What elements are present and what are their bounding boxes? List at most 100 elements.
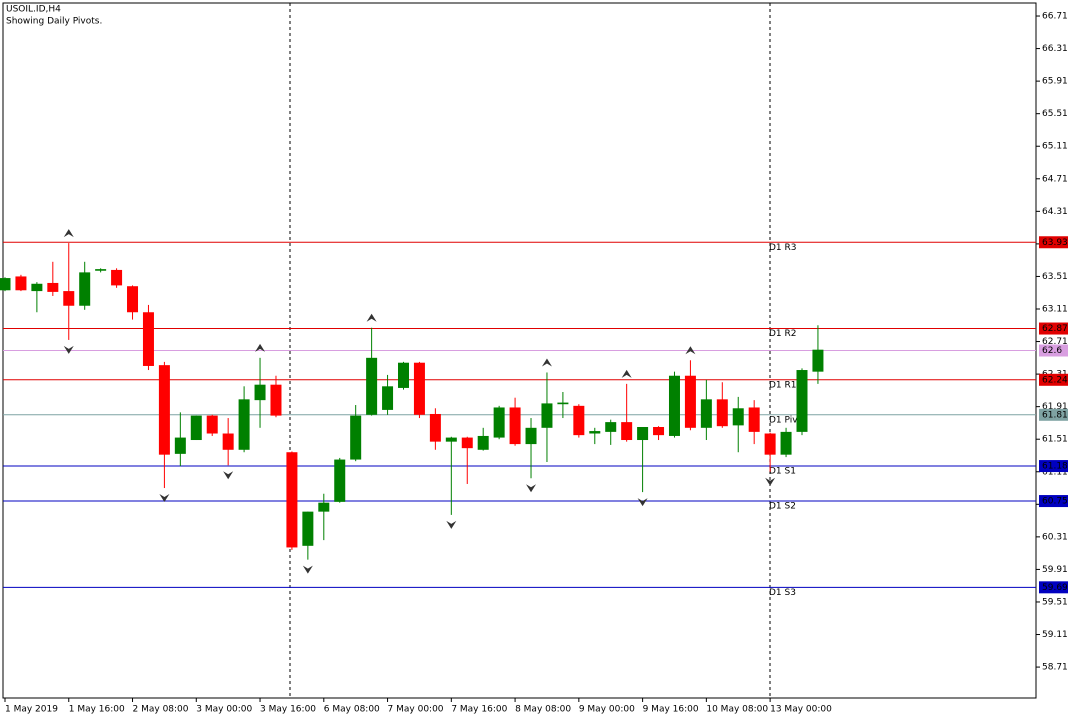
- fractal-up: [366, 313, 377, 322]
- x-tick-label: 8 May 08:00: [515, 705, 571, 715]
- y-tick-label: 66.71: [1042, 12, 1068, 22]
- candle-body: [461, 437, 473, 449]
- x-tick-label: 1 May 2019: [5, 705, 58, 715]
- y-tick-label: 65.91: [1042, 77, 1068, 87]
- candle-body: [79, 272, 91, 306]
- candle-body: [270, 384, 282, 416]
- candle-body: [716, 399, 728, 427]
- x-tick-label: 9 May 00:00: [579, 705, 635, 715]
- level-price: 61.81: [1042, 410, 1068, 420]
- level-price-box: [1039, 460, 1068, 473]
- level-price-box: [1039, 344, 1068, 357]
- pivot-name: D1 S1: [769, 467, 796, 477]
- candle-body: [589, 431, 601, 434]
- x-tick-label: 13 May 00:00: [770, 705, 832, 715]
- pivot-name: D1 R1: [769, 380, 797, 390]
- level-price-box: [1039, 581, 1068, 594]
- level-price-box: [1039, 322, 1068, 335]
- level-price: 62.6: [1042, 346, 1062, 356]
- fractal-up: [685, 346, 696, 355]
- candle-body: [637, 426, 649, 441]
- candle-body: [541, 403, 553, 428]
- level-price-box: [1039, 236, 1068, 249]
- x-tick-label: 3 May 00:00: [196, 705, 252, 715]
- candle-body: [366, 357, 378, 415]
- y-tick-label: 66.31: [1042, 44, 1068, 54]
- y-tick-label: 58.71: [1042, 663, 1068, 673]
- x-tick-label: 10 May 08:00: [706, 705, 768, 715]
- candle-body: [302, 511, 314, 546]
- candle-body: [350, 415, 362, 460]
- level-price-box: [1039, 495, 1068, 508]
- candle-body: [413, 362, 425, 415]
- candle-body: [621, 422, 633, 441]
- y-tick-label: 59.91: [1042, 565, 1068, 575]
- chart-title: USOIL.ID,H4: [6, 5, 61, 15]
- level-price-box: [1039, 373, 1068, 386]
- pivot-name: D1 S3: [769, 588, 796, 598]
- level-price: 59.69: [1042, 583, 1068, 593]
- candle-body: [764, 433, 776, 455]
- level-price: 62.24: [1042, 375, 1068, 385]
- candle-body: [190, 415, 202, 441]
- y-tick-label: 59.51: [1042, 597, 1068, 607]
- candle-body: [653, 426, 665, 436]
- candle-body: [158, 365, 170, 455]
- y-tick-label: 65.51: [1042, 109, 1068, 119]
- pivot-name: D1 R3: [769, 243, 797, 253]
- candle-body: [0, 278, 11, 291]
- candle-body: [286, 452, 298, 548]
- candle-body: [429, 413, 441, 442]
- candle-body: [142, 312, 154, 366]
- x-tick-label: 2 May 08:00: [133, 705, 189, 715]
- candle-body: [557, 402, 569, 405]
- level-price: 63.93: [1042, 238, 1068, 248]
- fractal-up: [621, 369, 632, 378]
- candle-body: [684, 375, 696, 428]
- x-tick-label: 7 May 00:00: [388, 705, 444, 715]
- candle-body: [748, 407, 760, 432]
- pivot-name: D1 S2: [769, 502, 796, 512]
- level-price: 60.75: [1042, 497, 1068, 507]
- y-tick-label: 63.51: [1042, 272, 1068, 282]
- candle-body: [206, 415, 218, 434]
- fractal-up: [255, 343, 266, 352]
- y-tick-label: 64.71: [1042, 174, 1068, 184]
- fractal-up: [63, 229, 74, 238]
- y-tick-label: 63.11: [1042, 304, 1068, 314]
- fractal-down: [765, 477, 776, 486]
- candle-body: [605, 422, 617, 432]
- candle-body: [732, 408, 744, 426]
- candle-body: [573, 405, 585, 436]
- y-tick-label: 60.31: [1042, 532, 1068, 542]
- candle-body: [238, 399, 250, 450]
- candle-body: [525, 427, 537, 445]
- candle-body: [334, 459, 346, 502]
- candle-body: [318, 502, 330, 512]
- fractal-up: [541, 358, 552, 367]
- candle-body: [493, 407, 505, 438]
- candle-body: [63, 291, 75, 306]
- fractal-down: [159, 494, 170, 503]
- pivot-name: D1 Pivot: [769, 415, 807, 425]
- candle-body: [812, 349, 824, 372]
- candle-body: [398, 362, 409, 388]
- candle-body: [780, 431, 792, 455]
- pivot-name: D1 R2: [769, 329, 797, 339]
- candle-body: [222, 433, 234, 450]
- candle-body: [700, 399, 712, 428]
- candle-body: [95, 269, 107, 271]
- y-tick-label: 64.31: [1042, 207, 1068, 217]
- level-price-box: [1039, 408, 1068, 421]
- candle-body: [796, 370, 808, 432]
- candle-body: [254, 384, 266, 401]
- y-tick-label: 65.11: [1042, 142, 1068, 152]
- x-tick-label: 1 May 16:00: [69, 705, 125, 715]
- x-tick-label: 7 May 16:00: [451, 705, 507, 715]
- candle-body: [445, 437, 457, 442]
- level-price: 62.87: [1042, 324, 1068, 334]
- y-tick-label: 59.11: [1042, 630, 1068, 640]
- fractal-down: [63, 345, 74, 354]
